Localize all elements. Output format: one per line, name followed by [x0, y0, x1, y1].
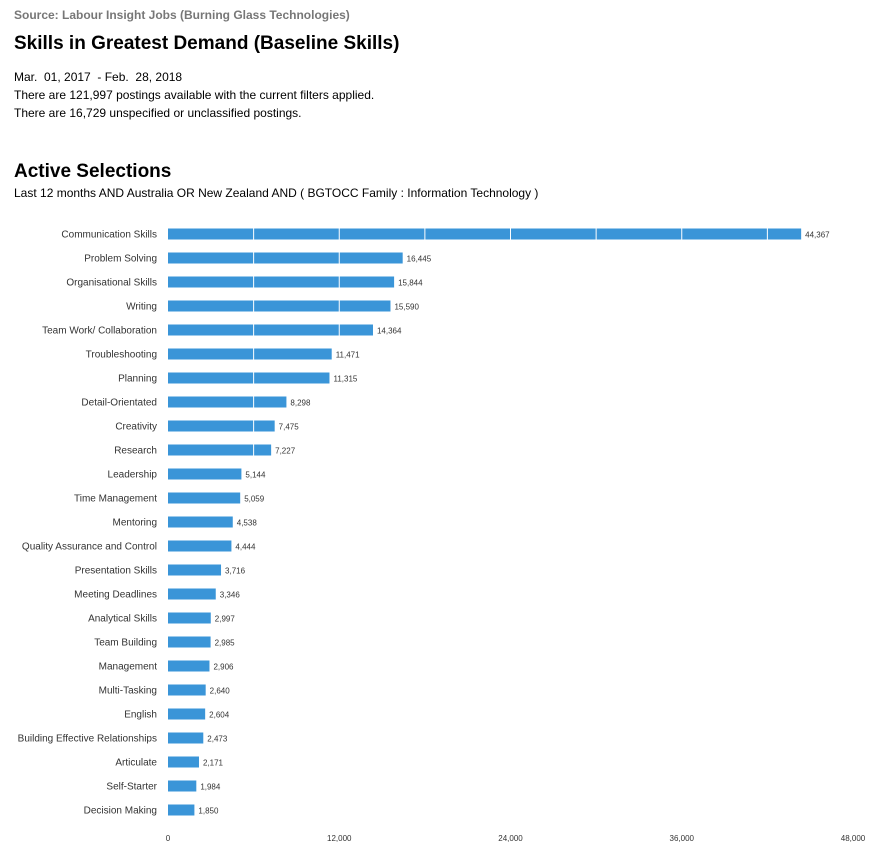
- page-title: Skills in Greatest Demand (Baseline Skil…: [14, 33, 400, 54]
- category-label: Creativity: [115, 422, 157, 433]
- bar: [168, 492, 241, 504]
- value-label: 2,604: [209, 711, 230, 720]
- category-label: Presentation Skills: [75, 566, 157, 577]
- x-tick-label: 12,000: [327, 834, 352, 843]
- bar: [168, 252, 403, 264]
- value-label: 15,590: [394, 303, 419, 312]
- bar: [168, 516, 233, 528]
- category-label: Team Work/ Collaboration: [42, 326, 157, 337]
- bar: [168, 564, 222, 576]
- category-label: Planning: [118, 374, 157, 385]
- category-label: Leadership: [108, 470, 158, 481]
- bar: [168, 708, 206, 720]
- bar: [168, 588, 216, 600]
- value-label: 2,171: [203, 759, 224, 768]
- value-label: 16,445: [407, 255, 432, 264]
- bar: [168, 348, 332, 360]
- bar: [168, 228, 802, 240]
- value-label: 4,444: [235, 543, 256, 552]
- x-tick-label: 48,000: [841, 834, 866, 843]
- x-tick-label: 0: [166, 834, 171, 843]
- value-label: 11,471: [336, 351, 360, 360]
- bar: [168, 540, 232, 552]
- bar: [168, 396, 287, 408]
- value-label: 5,144: [245, 471, 266, 480]
- bar: [168, 300, 391, 312]
- value-label: 3,346: [220, 591, 241, 600]
- category-label: English: [124, 710, 157, 721]
- active-selections-description: Last 12 months AND Australia OR New Zeal…: [14, 186, 539, 200]
- source-note: Source: Labour Insight Jobs (Burning Gla…: [14, 8, 350, 22]
- bar: [168, 636, 211, 648]
- date-range: Mar. 01, 2017 - Feb. 28, 2018: [14, 70, 183, 84]
- category-label: Multi-Tasking: [99, 686, 157, 697]
- value-label: 4,538: [237, 519, 258, 528]
- value-label: 7,227: [275, 447, 296, 456]
- value-label: 14,364: [377, 327, 402, 336]
- value-label: 1,850: [198, 807, 219, 816]
- value-label: 1,984: [200, 783, 221, 792]
- postings-count-text: There are 121,997 postings available wit…: [14, 88, 375, 102]
- bar: [168, 684, 206, 696]
- value-label: 3,716: [225, 567, 246, 576]
- category-label: Management: [99, 662, 158, 673]
- category-label: Building Effective Relationships: [18, 734, 157, 745]
- value-label: 2,985: [215, 639, 236, 648]
- category-label: Analytical Skills: [88, 614, 157, 625]
- bars-group: [168, 228, 802, 816]
- category-label: Detail-Orientated: [81, 398, 157, 409]
- category-label: Communication Skills: [61, 230, 157, 241]
- category-label: Writing: [126, 302, 157, 313]
- value-label: 2,906: [213, 663, 234, 672]
- bar: [168, 324, 373, 336]
- category-label: Troubleshooting: [86, 350, 157, 361]
- value-label: 2,640: [210, 687, 231, 696]
- value-labels-group: 44,367 16,445 15,844 15,590 14,364 11,471 11,3…: [198, 231, 830, 816]
- category-label: Research: [114, 446, 157, 457]
- value-label: 5,059: [244, 495, 265, 504]
- unspecified-count-text: There are 16,729 unspecified or unclassi…: [14, 106, 302, 120]
- x-tick-label: 36,000: [670, 834, 695, 843]
- category-labels-group: Communication Skills Problem Solving Organ…: [18, 230, 158, 817]
- bar: [168, 372, 330, 384]
- bar: [168, 732, 204, 744]
- category-label: Decision Making: [84, 806, 157, 817]
- category-label: Meeting Deadlines: [74, 590, 157, 601]
- bar: [168, 660, 210, 672]
- x-tick-label: 24,000: [498, 834, 523, 843]
- bar: [168, 780, 197, 792]
- active-selections-title: Active Selections: [14, 161, 172, 182]
- skills-bar-chart: Communication Skills Problem Solving Organ…: [18, 226, 866, 843]
- category-label: Team Building: [94, 638, 157, 649]
- gridlines-group: [253, 226, 768, 818]
- bar: [168, 612, 211, 624]
- value-label: 11,315: [333, 375, 357, 384]
- bar: [168, 276, 395, 288]
- bar: [168, 444, 272, 456]
- category-label: Articulate: [115, 758, 157, 769]
- category-label: Problem Solving: [84, 254, 157, 265]
- category-label: Self-Starter: [106, 782, 157, 793]
- bar: [168, 756, 199, 768]
- category-label: Mentoring: [113, 518, 157, 529]
- category-label: Quality Assurance and Control: [22, 542, 157, 553]
- bar: [168, 804, 195, 816]
- bar: [168, 468, 242, 480]
- value-label: 44,367: [805, 231, 830, 240]
- value-label: 8,298: [290, 399, 311, 408]
- category-label: Time Management: [74, 494, 157, 505]
- value-label: 2,473: [207, 735, 228, 744]
- report-meta: Mar. 01, 2017 - Feb. 28, 2018 There are …: [14, 68, 374, 122]
- value-label: 15,844: [398, 279, 423, 288]
- value-label: 2,997: [215, 615, 236, 624]
- category-label: Organisational Skills: [66, 278, 157, 289]
- x-tick-labels-group: 0 12,000 24,000 36,000 48,000: [166, 834, 866, 843]
- value-label: 7,475: [279, 423, 300, 432]
- bar: [168, 420, 275, 432]
